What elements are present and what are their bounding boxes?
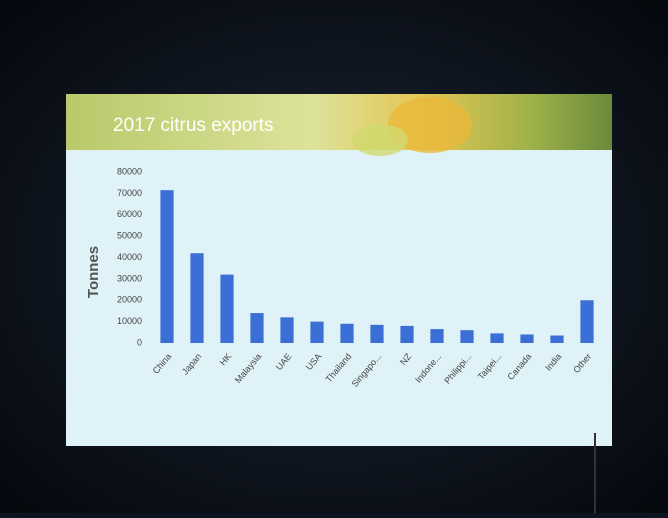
y-tick-label: 0 — [137, 337, 142, 347]
slide-header — [66, 94, 612, 150]
bar — [580, 300, 594, 343]
fruit-decoration — [352, 124, 408, 156]
y-tick-label: 40000 — [117, 252, 142, 262]
bar — [460, 330, 474, 343]
y-tick-label: 80000 — [117, 166, 142, 176]
bar — [220, 274, 234, 343]
bar — [430, 329, 444, 343]
y-tick-label: 10000 — [117, 316, 142, 326]
bar — [550, 335, 564, 343]
bar — [280, 317, 294, 343]
bar — [250, 313, 264, 343]
bar — [310, 321, 324, 343]
chart-title: 2017 citrus exports — [113, 115, 274, 136]
bar — [160, 190, 174, 343]
bar — [340, 323, 354, 343]
y-axis-label: Tonnes — [85, 246, 102, 298]
y-tick-label: 20000 — [117, 295, 142, 305]
y-tick-label: 50000 — [117, 231, 142, 241]
bar — [400, 325, 414, 343]
fruit-decoration — [388, 97, 472, 153]
bar — [490, 333, 504, 343]
y-tick-label: 30000 — [117, 273, 142, 283]
bar — [190, 253, 204, 343]
bar — [370, 324, 384, 343]
slide — [66, 94, 612, 446]
bar — [520, 334, 534, 343]
y-tick-label: 70000 — [117, 188, 142, 198]
y-tick-label: 60000 — [117, 209, 142, 219]
